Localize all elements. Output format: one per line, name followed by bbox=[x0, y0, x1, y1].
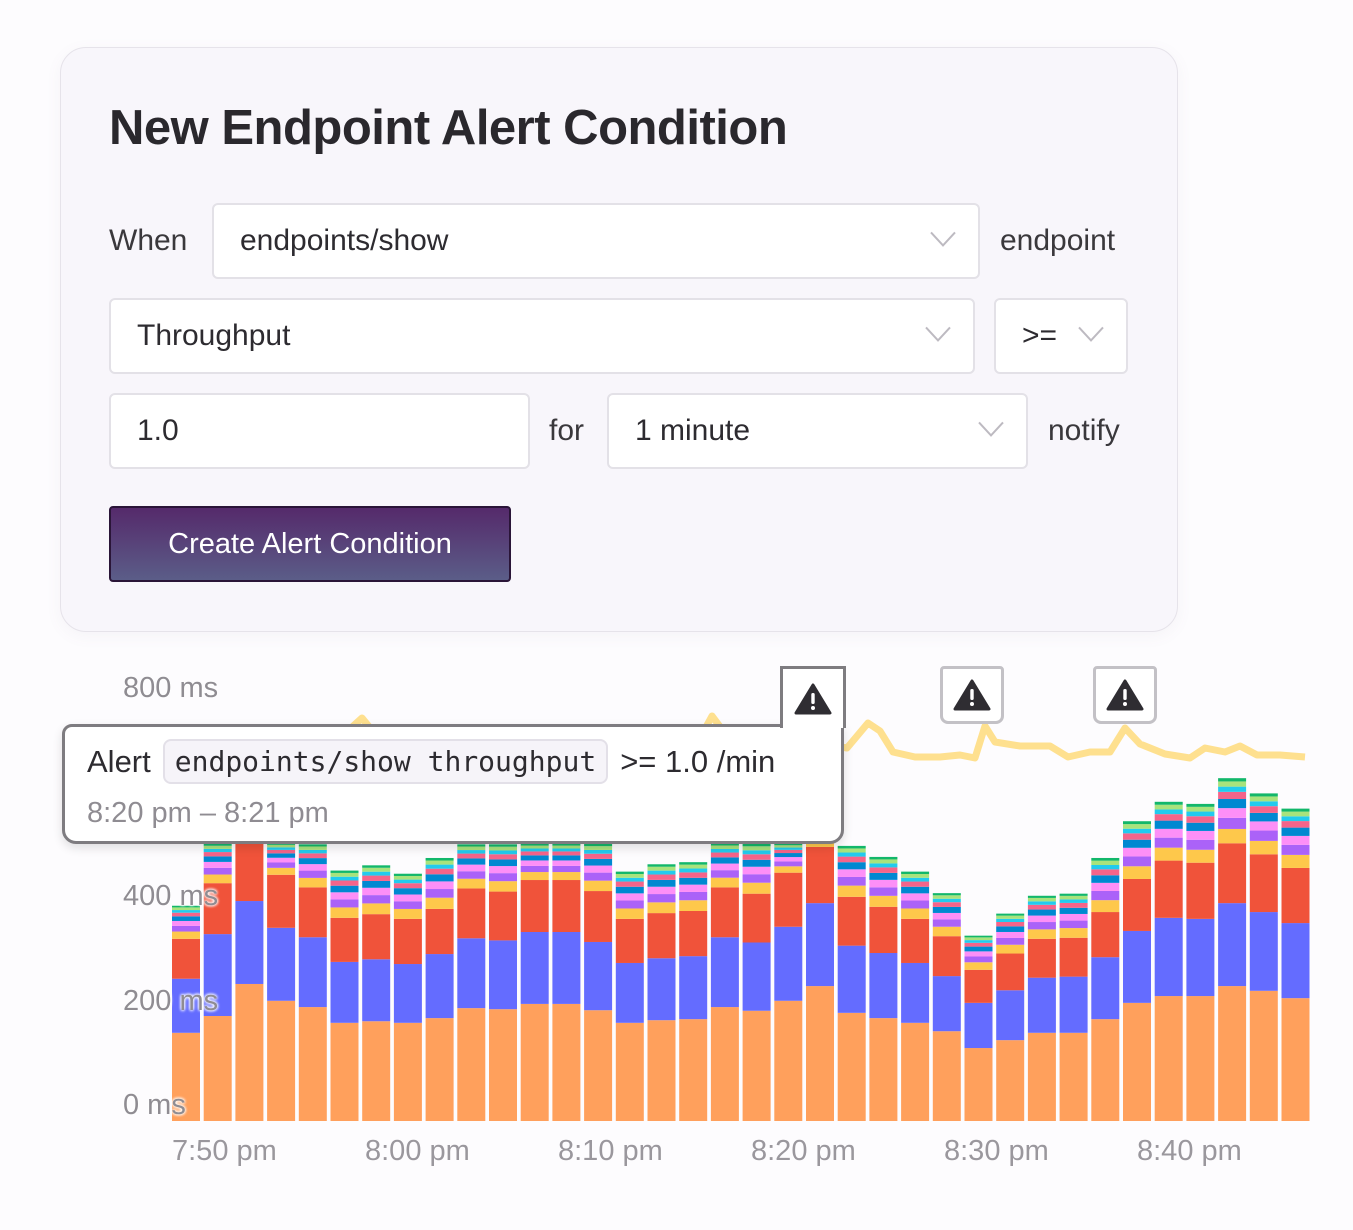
x-tick-label: 8:20 pm bbox=[751, 1135, 856, 1167]
y-tick-label: 0 ms bbox=[123, 1089, 186, 1121]
chart-bar[interactable] bbox=[1027, 895, 1056, 1121]
threshold-input[interactable]: 1.0 bbox=[109, 393, 530, 469]
chart-bar[interactable] bbox=[362, 865, 391, 1121]
chart-bar[interactable] bbox=[520, 843, 549, 1121]
alert-marker[interactable] bbox=[940, 666, 1004, 724]
chart-bar[interactable] bbox=[996, 913, 1025, 1121]
notify-label: notify bbox=[1048, 414, 1120, 447]
alert-marker[interactable] bbox=[1093, 666, 1157, 724]
chevron-down-icon bbox=[1078, 326, 1104, 342]
chart-bar[interactable] bbox=[330, 870, 359, 1121]
warning-icon bbox=[794, 683, 832, 714]
alert-tooltip: Alert endpoints/show throughput >= 1.0 /… bbox=[62, 724, 844, 844]
duration-select[interactable]: 1 minute bbox=[607, 393, 1028, 469]
chart-bar[interactable] bbox=[615, 871, 644, 1121]
alert-marker-active[interactable] bbox=[780, 666, 846, 728]
chart-bar[interactable] bbox=[172, 905, 200, 1121]
chart-bar[interactable] bbox=[1281, 808, 1310, 1121]
tooltip-condition: >= 1.0 /min bbox=[620, 743, 776, 779]
tooltip-time-range: 8:20 pm – 8:21 pm bbox=[87, 797, 329, 829]
chart-bar[interactable] bbox=[552, 843, 581, 1121]
chart-bar[interactable] bbox=[742, 843, 771, 1121]
chart-bar[interactable] bbox=[425, 857, 454, 1121]
page-title: New Endpoint Alert Condition bbox=[109, 101, 788, 155]
chart-bar[interactable] bbox=[1091, 857, 1120, 1121]
tooltip-tab-joint bbox=[783, 721, 843, 727]
chart-bar[interactable] bbox=[837, 845, 866, 1121]
operator-select-value: >= bbox=[1022, 319, 1058, 352]
chevron-down-icon bbox=[978, 421, 1004, 437]
tooltip-title: Alert endpoints/show throughput >= 1.0 /… bbox=[87, 739, 775, 784]
chart-bar[interactable] bbox=[647, 864, 676, 1121]
chart-bar[interactable] bbox=[203, 843, 232, 1121]
y-tick-label: 400 ms bbox=[123, 880, 219, 912]
chart-bar[interactable] bbox=[1218, 778, 1247, 1121]
chart-bar[interactable] bbox=[774, 843, 803, 1121]
chart-bar[interactable] bbox=[235, 802, 264, 1121]
chart-bar[interactable] bbox=[267, 843, 296, 1121]
chart-bar[interactable] bbox=[584, 843, 613, 1121]
chevron-down-icon bbox=[925, 326, 951, 342]
warning-icon bbox=[1106, 679, 1144, 711]
metric-select[interactable]: Throughput bbox=[109, 298, 975, 374]
chart-bar[interactable] bbox=[1154, 801, 1183, 1121]
endpoint-select[interactable]: endpoints/show bbox=[212, 203, 980, 279]
x-tick-label: 8:30 pm bbox=[944, 1135, 1049, 1167]
chart-bar[interactable] bbox=[1123, 821, 1151, 1121]
x-tick-label: 8:40 pm bbox=[1137, 1135, 1242, 1167]
chart-bar[interactable] bbox=[806, 831, 834, 1121]
chart-bar[interactable] bbox=[489, 844, 517, 1121]
chart-bar[interactable] bbox=[901, 871, 930, 1121]
endpoint-suffix-label: endpoint bbox=[1000, 224, 1116, 257]
y-tick-label: 200 ms bbox=[123, 985, 219, 1017]
when-label: When bbox=[109, 224, 188, 257]
for-label: for bbox=[549, 414, 585, 447]
chart-bar[interactable] bbox=[1059, 893, 1088, 1121]
chart-bar[interactable] bbox=[932, 893, 961, 1121]
endpoint-select-value: endpoints/show bbox=[240, 224, 449, 257]
x-tick-label: 8:10 pm bbox=[558, 1135, 663, 1167]
chart-bar[interactable] bbox=[1186, 803, 1215, 1121]
warning-icon bbox=[953, 679, 991, 711]
x-tick-label: 8:00 pm bbox=[365, 1135, 470, 1167]
chart-bar[interactable] bbox=[869, 856, 898, 1121]
metric-select-value: Throughput bbox=[137, 319, 291, 352]
chart-bar[interactable] bbox=[710, 843, 739, 1121]
alert-form-card: New Endpoint Alert Condition When endpoi… bbox=[60, 47, 1178, 632]
chart-bar[interactable] bbox=[679, 862, 708, 1121]
duration-select-value: 1 minute bbox=[635, 414, 751, 447]
x-tick-label: 7:50 pm bbox=[172, 1135, 277, 1167]
tooltip-code: endpoints/show throughput bbox=[162, 739, 609, 784]
threshold-input-value: 1.0 bbox=[137, 414, 179, 447]
chevron-down-icon bbox=[930, 231, 956, 247]
chart-bar[interactable] bbox=[964, 935, 993, 1121]
chart-bar[interactable] bbox=[298, 844, 327, 1121]
chart-bar[interactable] bbox=[393, 873, 422, 1121]
operator-select[interactable]: >= bbox=[994, 298, 1128, 374]
chart-bar[interactable] bbox=[457, 844, 486, 1121]
chart-bar[interactable] bbox=[1249, 793, 1278, 1121]
tooltip-prefix: Alert bbox=[87, 743, 151, 779]
create-alert-condition-button[interactable]: Create Alert Condition bbox=[109, 506, 511, 582]
y-tick-label: 800 ms bbox=[123, 672, 219, 704]
